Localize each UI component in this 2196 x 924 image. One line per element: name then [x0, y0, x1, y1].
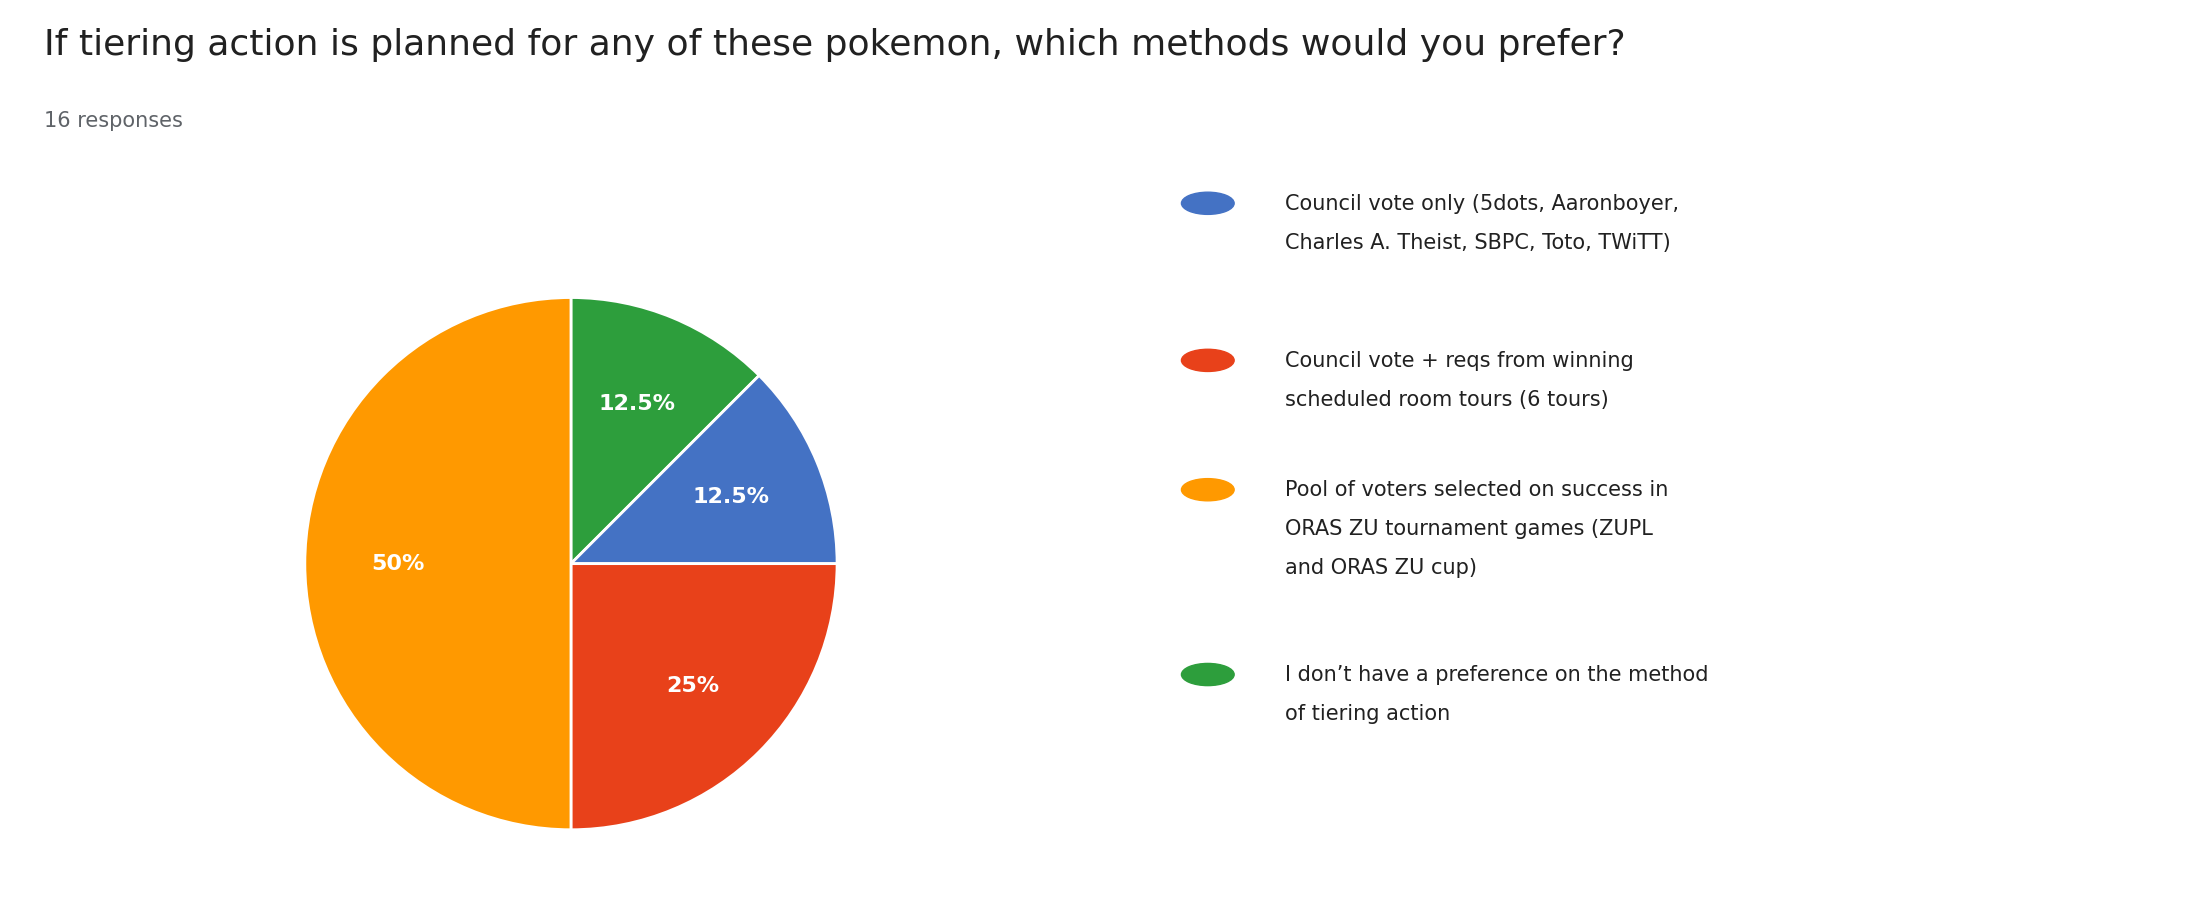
Wedge shape	[571, 564, 837, 830]
Text: Council vote only (5dots, Aaronboyer,: Council vote only (5dots, Aaronboyer,	[1285, 194, 1678, 214]
Wedge shape	[571, 375, 837, 564]
Wedge shape	[571, 298, 760, 564]
Text: scheduled room tours (6 tours): scheduled room tours (6 tours)	[1285, 390, 1607, 410]
Text: I don’t have a preference on the method: I don’t have a preference on the method	[1285, 665, 1708, 686]
Text: ORAS ZU tournament games (ZUPL: ORAS ZU tournament games (ZUPL	[1285, 519, 1654, 540]
Text: of tiering action: of tiering action	[1285, 704, 1449, 724]
Text: If tiering action is planned for any of these pokemon, which methods would you p: If tiering action is planned for any of …	[44, 28, 1625, 62]
Text: and ORAS ZU cup): and ORAS ZU cup)	[1285, 558, 1476, 578]
Text: Council vote + reqs from winning: Council vote + reqs from winning	[1285, 351, 1634, 371]
Text: 50%: 50%	[371, 553, 424, 574]
Text: Charles A. Theist, SBPC, Toto, TWiTT): Charles A. Theist, SBPC, Toto, TWiTT)	[1285, 233, 1671, 253]
Text: Pool of voters selected on success in: Pool of voters selected on success in	[1285, 480, 1669, 501]
Text: 16 responses: 16 responses	[44, 111, 182, 131]
Text: 12.5%: 12.5%	[600, 394, 676, 414]
Wedge shape	[305, 298, 571, 830]
Text: 12.5%: 12.5%	[692, 488, 769, 507]
Text: 25%: 25%	[668, 676, 720, 696]
